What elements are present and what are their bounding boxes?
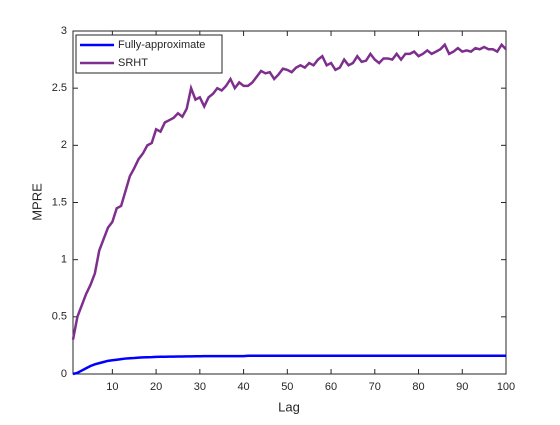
y-tick-label: 3: [61, 25, 67, 37]
x-tick-label: 60: [325, 381, 337, 393]
x-tick-label: 50: [281, 381, 293, 393]
y-tick-label: 2: [61, 139, 67, 151]
x-tick-label: 100: [497, 381, 515, 393]
x-tick-label: 70: [369, 381, 381, 393]
x-tick-label: 30: [194, 381, 206, 393]
x-tick-label: 80: [412, 381, 424, 393]
legend-label: SRHT: [118, 57, 148, 69]
x-tick-label: 40: [237, 381, 249, 393]
y-tick-label: 0: [61, 368, 67, 380]
plot-area: [72, 30, 507, 375]
y-axis-label: MPRE: [29, 183, 44, 221]
x-tick-label: 20: [150, 381, 162, 393]
x-tick-label: 10: [106, 381, 118, 393]
line: [72, 354, 506, 376]
y-tick-label: 0.5: [52, 311, 67, 323]
legend-label: Fully-approximate: [118, 39, 205, 51]
y-tick-label: 1: [61, 254, 67, 266]
y-tick-label: 2.5: [52, 82, 67, 94]
x-tick-label: 90: [456, 381, 468, 393]
x-axis-label: Lag: [278, 399, 300, 414]
legend-box: [75, 34, 223, 74]
y-tick-label: 1.5: [52, 196, 67, 208]
line: [71, 42, 507, 340]
